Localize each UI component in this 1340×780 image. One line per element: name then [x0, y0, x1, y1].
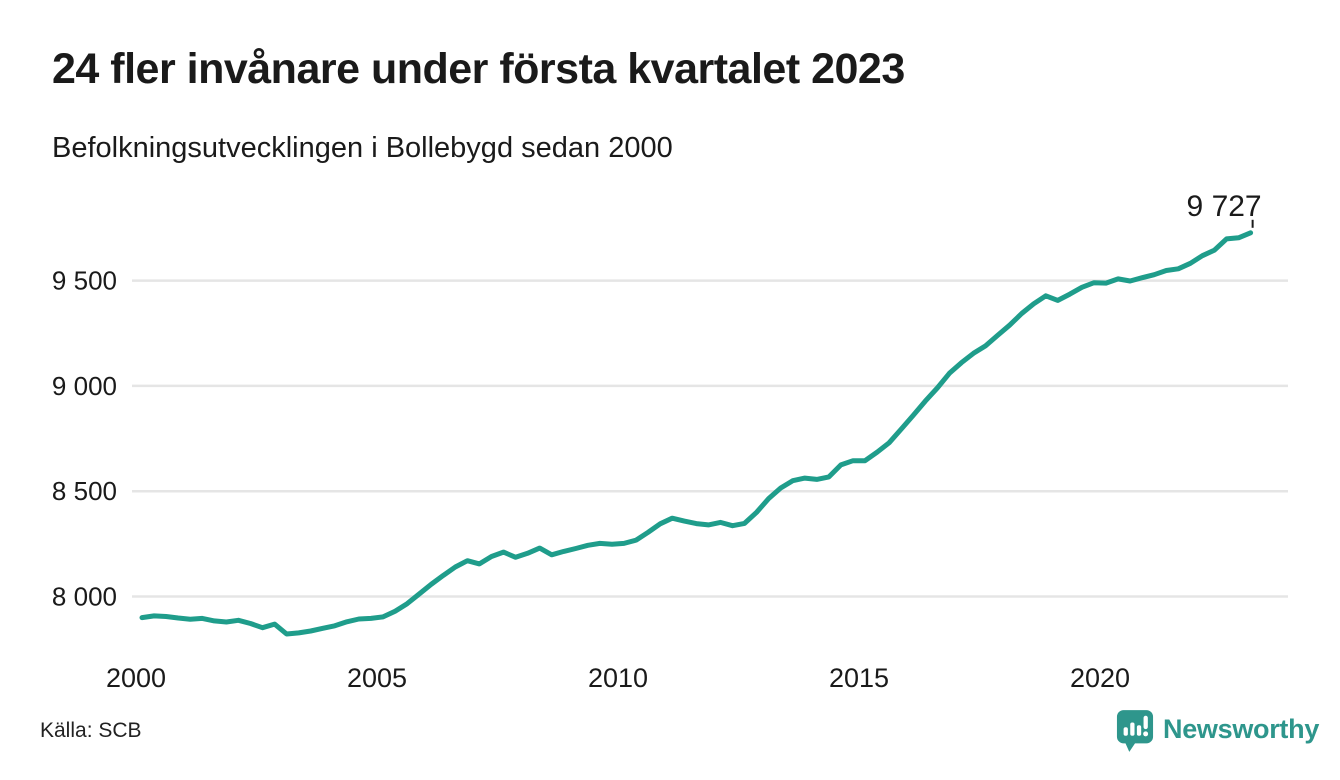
x-axis-labels: 2000 2005 2010 2015 2020	[106, 663, 1130, 693]
gridlines	[132, 279, 1288, 598]
brand-logo: Newsworthy	[1116, 709, 1319, 753]
y-axis-labels: 8 000 8 500 9 000 9 500	[52, 266, 117, 612]
x-axis-tick-label: 2005	[347, 663, 407, 693]
end-value-label: 9 727	[1187, 190, 1262, 223]
brand-name: Newsworthy	[1163, 714, 1320, 744]
source-label: Källa: SCB	[40, 719, 142, 742]
y-axis-tick-label: 8 500	[52, 476, 117, 506]
chart-title: 24 fler invånare under första kvartalet …	[52, 45, 905, 93]
x-axis-tick-label: 2015	[829, 663, 889, 693]
newsworthy-chart-bubble-icon	[1116, 710, 1154, 752]
y-axis-tick-label: 9 000	[52, 371, 117, 401]
chart-subtitle: Befolkningsutvecklingen i Bollebygd seda…	[52, 132, 673, 164]
y-axis-tick-label: 9 500	[52, 266, 117, 296]
x-axis-tick-label: 2020	[1070, 663, 1130, 693]
end-value-annotation: 9 727	[1187, 190, 1262, 228]
x-axis-tick-label: 2010	[588, 663, 648, 693]
x-axis-tick-label: 2000	[106, 663, 166, 693]
y-axis-tick-label: 8 000	[52, 582, 117, 612]
population-line-series	[139, 230, 1254, 637]
